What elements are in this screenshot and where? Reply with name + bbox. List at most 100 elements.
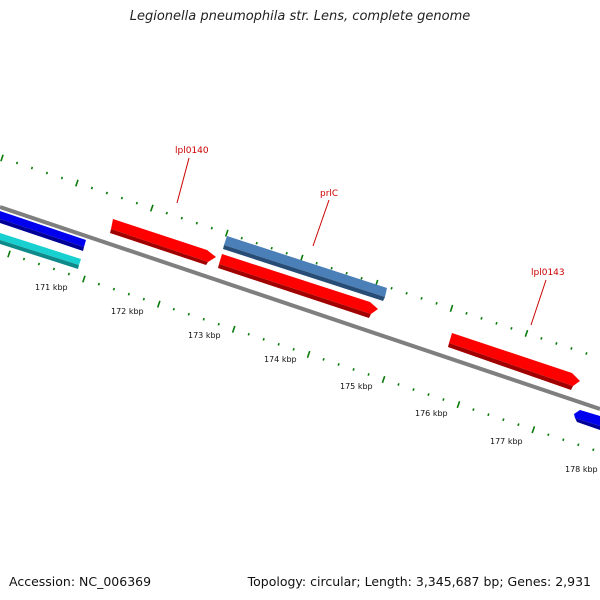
outer-tick-minor [60,176,64,180]
outer-tick-minor [510,327,513,330]
inner-tick-minor [487,413,490,417]
outer-tick-minor [585,352,588,355]
inner-tick-minor [397,383,400,386]
gene-arrow-reverse-blue[interactable] [0,211,86,251]
inner-tick-major [7,250,11,258]
outer-tick-track [0,154,588,355]
inner-tick-minor [577,443,580,447]
inner-tick-major [156,300,161,308]
inner-tick-minor [262,337,265,341]
inner-tick-major [231,325,236,333]
inner-tick-minor [517,423,520,427]
accession-text: Accession: NC_006369 [9,574,152,589]
gene-label-prlC[interactable]: prlC [320,189,338,199]
kbp-label-173: 173 kbp [188,331,221,340]
inner-tick-minor [352,368,355,371]
outer-tick-minor [165,211,168,215]
inner-tick-minor [427,393,430,396]
gene-arrow-reverse-cyan[interactable] [0,233,81,269]
inner-tick-minor [217,322,220,326]
inner-tick-minor [187,312,190,316]
outer-tick-minor [255,241,258,245]
outer-tick-minor [30,166,34,170]
genome-summary-text: Topology: circular; Length: 3,345,687 bp… [247,574,591,589]
inner-tick-minor [562,438,565,442]
kbp-label-177: 177 kbp [490,437,523,446]
outer-tick-minor [45,171,49,175]
outer-tick-minor [420,296,423,300]
inner-tick-minor [367,373,370,376]
outer-tick-major [524,329,529,337]
outer-tick-minor [345,271,348,275]
inner-tick-track [7,250,595,452]
outer-tick-minor [120,196,124,200]
gene-arrow-reverse-blue-right[interactable] [574,410,600,430]
inner-tick-major [456,401,461,409]
gene-arrow-red-2[interactable] [218,254,378,318]
outer-tick-major [0,154,4,162]
inner-tick-minor [592,448,595,452]
inner-tick-minor [97,282,101,286]
gene-label-lpl0140[interactable]: lpl0140 [175,146,209,156]
outer-tick-minor [495,321,498,325]
inner-tick-minor [22,257,26,261]
outer-tick-minor [105,191,109,195]
leader-line-lpl0140 [176,157,190,204]
inner-tick-minor [37,262,41,266]
inner-tick-major [381,375,386,384]
outer-tick-minor [285,251,288,255]
outer-tick-minor [270,246,273,250]
outer-tick-minor [405,291,408,295]
gene-arrow-lpl0143[interactable] [448,333,580,390]
inner-tick-major [82,275,86,283]
outer-tick-minor [90,186,94,190]
kbp-label-178: 178 kbp [565,465,598,474]
inner-tick-minor [337,363,340,366]
outer-tick-minor [210,226,213,230]
outer-tick-minor [390,286,393,290]
outer-tick-minor [360,276,363,280]
kbp-label-174: 174 kbp [264,355,297,364]
outer-tick-minor [540,337,543,340]
outer-tick-minor [240,236,243,240]
inner-tick-major [531,426,536,434]
genome-backbone [0,205,600,411]
inner-tick-minor [547,433,550,437]
inner-tick-minor [202,317,205,321]
inner-tick-minor [502,418,505,422]
map-title: Legionella pneumophila str. Lens, comple… [129,9,471,24]
gene-arrow-prlC[interactable] [223,236,387,301]
outer-tick-minor [135,201,138,205]
outer-tick-major [449,304,454,312]
inner-tick-minor [322,358,325,361]
outer-tick-major [149,204,154,212]
inner-tick-minor [172,307,175,311]
outer-tick-minor [15,161,19,165]
inner-tick-minor [112,287,116,291]
inner-tick-minor [142,297,145,301]
gene-label-lpl0143[interactable]: lpl0143 [531,268,565,278]
outer-tick-minor [330,266,333,270]
kbp-label-172: 172 kbp [111,307,144,316]
inner-tick-minor [442,398,445,401]
inner-tick-minor [247,332,250,336]
gene-arrow-lpl0140[interactable] [110,219,216,265]
kbp-label-171: 171 kbp [35,283,68,292]
outer-tick-minor [435,301,438,305]
outer-tick-major [224,229,229,237]
inner-tick-minor [292,347,295,351]
inner-tick-minor [52,267,56,271]
outer-tick-minor [195,221,198,225]
inner-tick-minor [472,408,475,411]
inner-tick-minor [412,388,415,391]
inner-tick-minor [67,272,71,276]
kbp-label-176: 176 kbp [415,409,448,418]
inner-tick-minor [277,342,280,346]
inner-tick-major [306,350,311,358]
inner-tick-minor [127,292,130,296]
kbp-label-175: 175 kbp [340,382,373,391]
leader-line-lpl0143 [530,279,547,326]
outer-tick-minor [555,342,558,345]
outer-tick-minor [465,311,468,315]
